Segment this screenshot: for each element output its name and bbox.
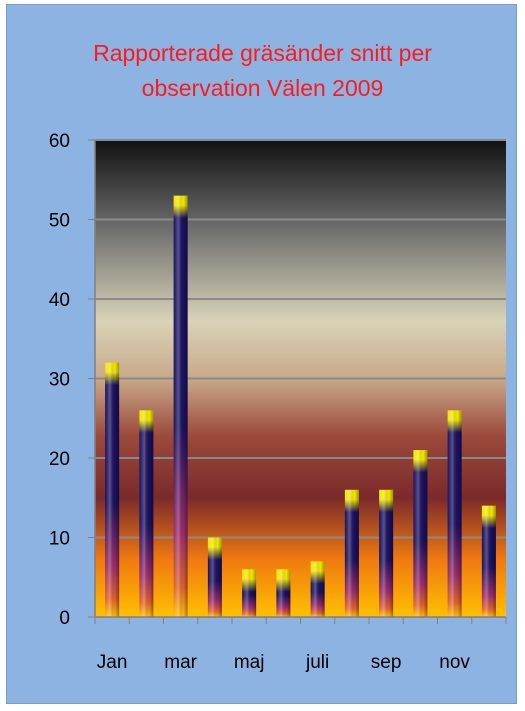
bar-shine-nov — [447, 410, 462, 617]
y-tick-labels: 0 10 20 30 40 50 60 — [49, 131, 70, 629]
y-tick-label: 0 — [59, 608, 70, 629]
x-tick-label: sep — [371, 652, 402, 673]
chart-title-line-2: observation Välen 2009 — [141, 75, 384, 101]
gridlines — [95, 139, 506, 539]
x-tick-label: Jan — [97, 652, 128, 673]
chart-title-line-1: Rapporterade gräsänder snitt per — [93, 40, 432, 66]
y-tick-label: 50 — [49, 211, 70, 232]
bar-shine-aug — [344, 489, 359, 617]
axes — [88, 139, 507, 624]
x-tick-label: maj — [234, 652, 265, 673]
bar-shine-maj — [242, 569, 257, 617]
y-tick-label: 30 — [49, 370, 70, 391]
x-tick-labels: Jan mar maj juli sep nov — [97, 652, 471, 673]
bar-shine-okt — [413, 450, 428, 617]
bar-shine-juli — [310, 561, 325, 617]
bar-shine-Jan — [105, 362, 120, 617]
bar-shine-mar — [173, 195, 188, 617]
x-tick-label: juli — [305, 652, 329, 673]
y-tick-label: 20 — [49, 449, 70, 470]
bar-shine-dec — [481, 505, 496, 617]
y-tick-label: 40 — [49, 290, 70, 311]
bar-shine-apr — [207, 537, 222, 617]
bar-shine-feb — [139, 410, 154, 617]
x-tick-label: mar — [164, 652, 197, 673]
bars — [105, 195, 496, 617]
x-tick-label: nov — [439, 652, 470, 673]
bar-shine-sep — [379, 489, 394, 617]
y-tick-label: 60 — [49, 131, 70, 152]
bar-shine-jun — [276, 569, 291, 617]
y-tick-label: 10 — [49, 529, 70, 550]
